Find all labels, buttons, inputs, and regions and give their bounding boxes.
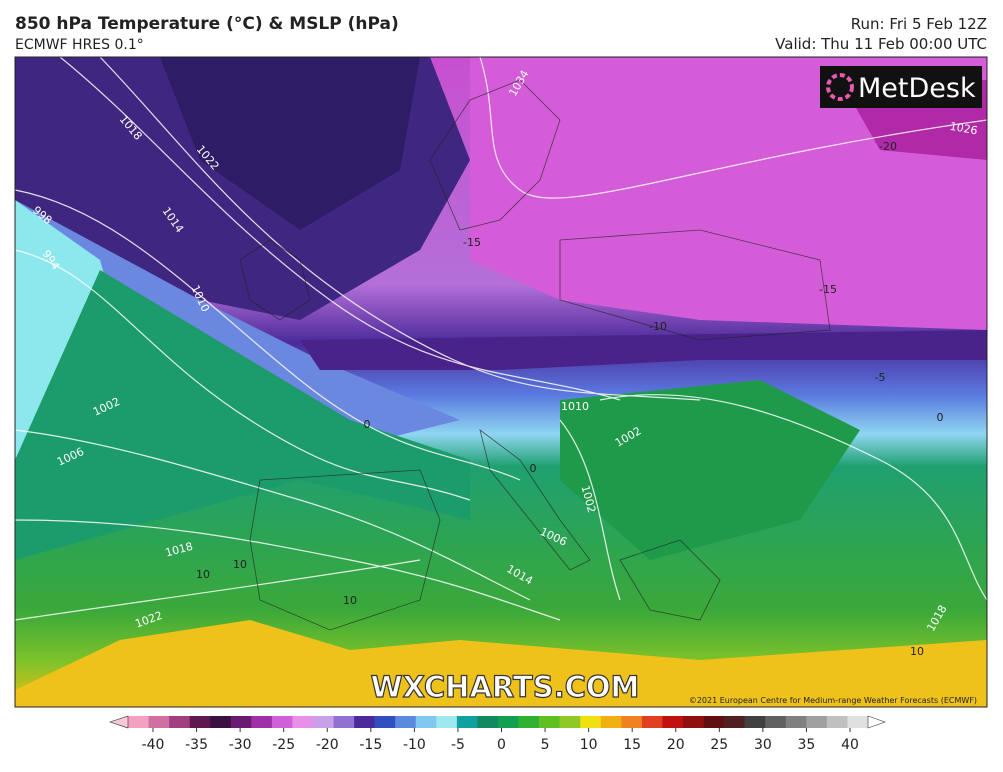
colorbar-swatch: [744, 716, 766, 728]
colorbar-tick-label: 40: [841, 737, 859, 753]
colorbar-swatch: [498, 716, 519, 728]
colorbar-tick-label: 20: [667, 737, 685, 753]
colorbar-tick-label: 30: [754, 737, 772, 753]
colorbar-tick-label: -35: [185, 737, 208, 753]
colorbar-swatch: [703, 716, 725, 728]
colorbar-swatch: [148, 716, 170, 728]
run-time: Run: Fri 5 Feb 12Z: [851, 15, 987, 33]
colorbar-swatch: [662, 716, 684, 728]
colorbar-tick-label: -20: [316, 737, 339, 753]
isobar-label: 1010: [561, 400, 589, 413]
temperature-label: -20: [879, 140, 897, 153]
temperature-label: 0: [937, 411, 944, 424]
colorbar-swatch: [765, 716, 787, 728]
colorbar-swatch: [292, 716, 314, 728]
map-frame: [14, 56, 988, 708]
colorbar-tick-label: 35: [798, 737, 816, 753]
colorbar-swatch: [600, 716, 622, 728]
colorbar-swatch: [724, 716, 745, 728]
colorbar-swatch: [374, 716, 396, 728]
colorbar-swatch: [395, 716, 417, 728]
colorbar-swatch: [333, 716, 355, 728]
isobar-label: 1026: [949, 120, 979, 138]
colorbar-swatch: [210, 716, 232, 728]
colorbar-swatch: [539, 716, 560, 728]
logo-box: [820, 66, 982, 108]
colorbar-swatch: [313, 716, 334, 728]
temperature-label: -10: [649, 320, 667, 333]
temperature-label: 10: [343, 594, 357, 607]
colorbar-swatch: [436, 716, 458, 728]
colorbar-swatch: [518, 716, 540, 728]
colorbar-swatch: [128, 716, 149, 728]
colorbar-swatch: [641, 716, 663, 728]
colorbar-tick-label: -40: [142, 737, 165, 753]
colorbar-swatch: [251, 716, 273, 728]
temperature-label: 10: [196, 568, 210, 581]
colorbar-swatch: [785, 716, 807, 728]
logo: MetDesk: [858, 73, 976, 104]
colorbar-swatch: [189, 716, 211, 728]
colorbar-tick-label: -10: [403, 737, 426, 753]
colorbar-swatch: [847, 716, 869, 728]
temperature-label: 10: [233, 558, 247, 571]
colorbar-tick-label: -15: [359, 737, 382, 753]
colorbar-swatch: [826, 716, 848, 728]
colorbar-tick-label: 10: [580, 737, 598, 753]
temperature-label: -5: [875, 371, 886, 384]
colorbar-swatch: [559, 716, 581, 728]
colorbar-swatch: [354, 716, 375, 728]
colorbar: -40 -35 -30 -25 -20 -15 -10 -5 0 5 10 15 20 25 30 35 40: [109, 715, 886, 753]
logo-icon: [826, 73, 854, 101]
title: 850 hPa Temperature (°C) & MSLP (hPa): [15, 14, 399, 34]
colorbar-tick-label: -30: [229, 737, 252, 753]
colorbar-swatch: [683, 716, 704, 728]
subtitle: ECMWF HRES 0.1°: [15, 37, 144, 53]
colorbar-swatch: [415, 716, 437, 728]
colorbar-tick-label: 5: [541, 737, 550, 753]
temperature-label: 10: [910, 645, 924, 658]
colorbar-tick-label: 25: [710, 737, 728, 753]
temperature-label: -15: [463, 236, 481, 249]
colorbar-swatch: [621, 716, 643, 728]
valid-time: Valid: Thu 11 Feb 00:00 UTC: [775, 35, 987, 53]
copyright: ©2021 European Centre for Medium-range W…: [689, 696, 977, 705]
colorbar-swatch: [271, 716, 293, 728]
colorbar-arrow-high: [867, 715, 886, 729]
colorbar-arrow-low: [109, 715, 129, 729]
colorbar-swatch: [456, 716, 478, 728]
colorbar-swatch: [230, 716, 252, 728]
map: 1034102610181022101499899410101002100610…: [15, 57, 987, 707]
temperature-label: 0: [364, 418, 371, 431]
colorbar-tick-label: -25: [272, 737, 295, 753]
colorbar-tick-label: 15: [623, 737, 641, 753]
colorbar-swatch: [169, 716, 190, 728]
colorbar-tick-label: -5: [451, 737, 465, 753]
watermark: WXCHARTS.COM: [371, 670, 640, 704]
temperature-label: -15: [819, 283, 837, 296]
colorbar-swatch: [477, 716, 499, 728]
colorbar-swatch: [580, 716, 602, 728]
temperature-label: 0: [530, 462, 537, 475]
colorbar-swatch: [806, 716, 828, 728]
colorbar-tick-label: 0: [497, 737, 506, 753]
